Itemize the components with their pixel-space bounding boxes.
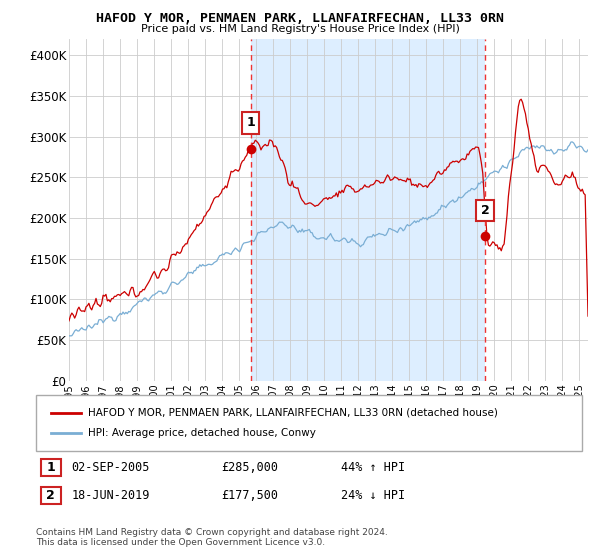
Text: £285,000: £285,000 [221, 461, 278, 474]
Text: 1: 1 [46, 461, 55, 474]
Bar [251, 39, 485, 381]
Text: 1: 1 [246, 116, 255, 129]
Text: £177,500: £177,500 [221, 489, 278, 502]
Text: 24% ↓ HPI: 24% ↓ HPI [341, 489, 405, 502]
Text: 18-JUN-2019: 18-JUN-2019 [71, 489, 150, 502]
Text: 44% ↑ HPI: 44% ↑ HPI [341, 461, 405, 474]
Text: Contains HM Land Registry data © Crown copyright and database right 2024.
This d: Contains HM Land Registry data © Crown c… [36, 528, 388, 547]
Text: 2: 2 [46, 489, 55, 502]
Text: 2: 2 [481, 204, 490, 217]
Text: Price paid vs. HM Land Registry's House Price Index (HPI): Price paid vs. HM Land Registry's House … [140, 24, 460, 34]
Text: HAFOD Y MOR, PENMAEN PARK, LLANFAIRFECHAN, LL33 0RN (detached house): HAFOD Y MOR, PENMAEN PARK, LLANFAIRFECHA… [88, 408, 498, 418]
Text: 02-SEP-2005: 02-SEP-2005 [71, 461, 150, 474]
Text: HAFOD Y MOR, PENMAEN PARK, LLANFAIRFECHAN, LL33 0RN: HAFOD Y MOR, PENMAEN PARK, LLANFAIRFECHA… [96, 12, 504, 25]
Text: HPI: Average price, detached house, Conwy: HPI: Average price, detached house, Conw… [88, 428, 316, 438]
